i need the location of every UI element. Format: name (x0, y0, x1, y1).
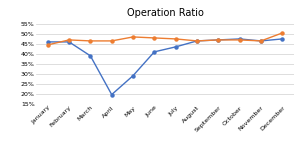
2021 (46, 44, 50, 46)
2020 (46, 41, 50, 43)
Title: Operation Ratio: Operation Ratio (127, 8, 203, 18)
2020 (131, 75, 135, 77)
2020 (110, 94, 113, 96)
2020 (67, 41, 71, 43)
2021 (174, 38, 178, 40)
2021 (259, 40, 263, 42)
2021 (195, 40, 199, 42)
2021 (88, 40, 92, 42)
2021 (110, 40, 113, 42)
2020 (88, 55, 92, 57)
2020 (280, 38, 284, 40)
Line: 2020: 2020 (46, 37, 284, 96)
2020 (259, 40, 263, 42)
2020 (174, 46, 178, 48)
2021 (238, 39, 242, 41)
2021 (131, 36, 135, 38)
2020 (238, 38, 242, 40)
2021 (280, 32, 284, 34)
2020 (217, 39, 220, 41)
2021 (152, 37, 156, 39)
2020 (152, 51, 156, 53)
2021 (217, 39, 220, 41)
2021 (67, 39, 71, 41)
Line: 2021: 2021 (46, 31, 284, 46)
2020 (195, 40, 199, 42)
